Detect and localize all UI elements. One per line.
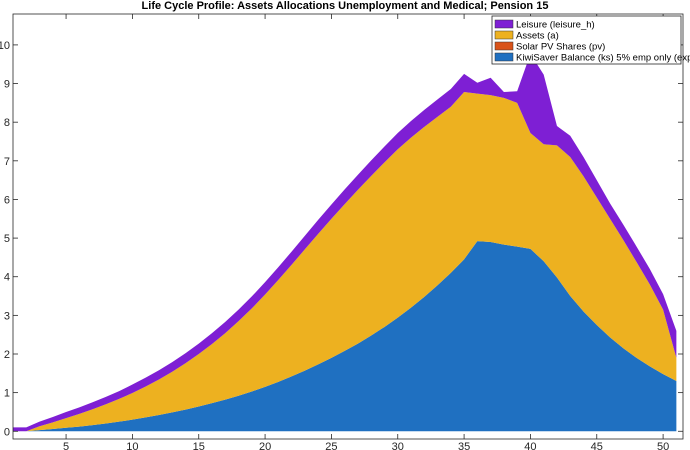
- area-series-group: [13, 53, 677, 432]
- axes-box: [12, 13, 684, 440]
- legend-box: [491, 15, 682, 65]
- x-tick-label: 25: [325, 441, 337, 450]
- legend-label: Solar PV Shares (pv): [516, 42, 605, 53]
- legend-swatch: [494, 19, 514, 29]
- x-tick-label: 40: [524, 441, 536, 450]
- x-tick-label: 35: [458, 441, 470, 450]
- x-tick-label: 10: [126, 441, 138, 450]
- y-tick-label: 10: [0, 40, 10, 52]
- legend-swatch: [494, 41, 514, 51]
- y-tick-label: 5: [4, 233, 10, 245]
- x-tick-label: 15: [193, 441, 205, 450]
- y-tick-label: 1: [4, 388, 10, 400]
- legend-swatch: [494, 30, 514, 40]
- legend-label: Leisure (leisure_h): [516, 20, 595, 31]
- y-tick-label: 0: [4, 426, 10, 438]
- y-tick-label: 6: [4, 194, 10, 206]
- y-tick-label: 4: [4, 272, 10, 284]
- y-tick-label: 2: [4, 349, 10, 361]
- legend-swatch: [494, 52, 514, 62]
- legend-label: Assets (a): [516, 31, 559, 42]
- x-tick-label: 20: [259, 441, 271, 450]
- area-series-0: [13, 241, 677, 432]
- legend: Leisure (leisure_h)Assets (a)Solar PV Sh…: [491, 15, 690, 65]
- y-tick-label: 3: [4, 310, 10, 322]
- area-series-2: [13, 92, 677, 432]
- x-tick-label: 50: [657, 441, 669, 450]
- legend-label: KiwiSaver Balance (ks) 5% emp only (exp …: [516, 53, 690, 64]
- y-tick-label: 8: [4, 117, 10, 129]
- x-tick-label: 30: [392, 441, 404, 450]
- x-tick-label: 45: [591, 441, 603, 450]
- y-tick-label: 7: [4, 156, 10, 168]
- chart-title: Life Cycle Profile: Assets Allocations U…: [142, 0, 549, 12]
- y-tick-label: 9: [4, 79, 10, 91]
- x-tick-label: 5: [63, 441, 69, 450]
